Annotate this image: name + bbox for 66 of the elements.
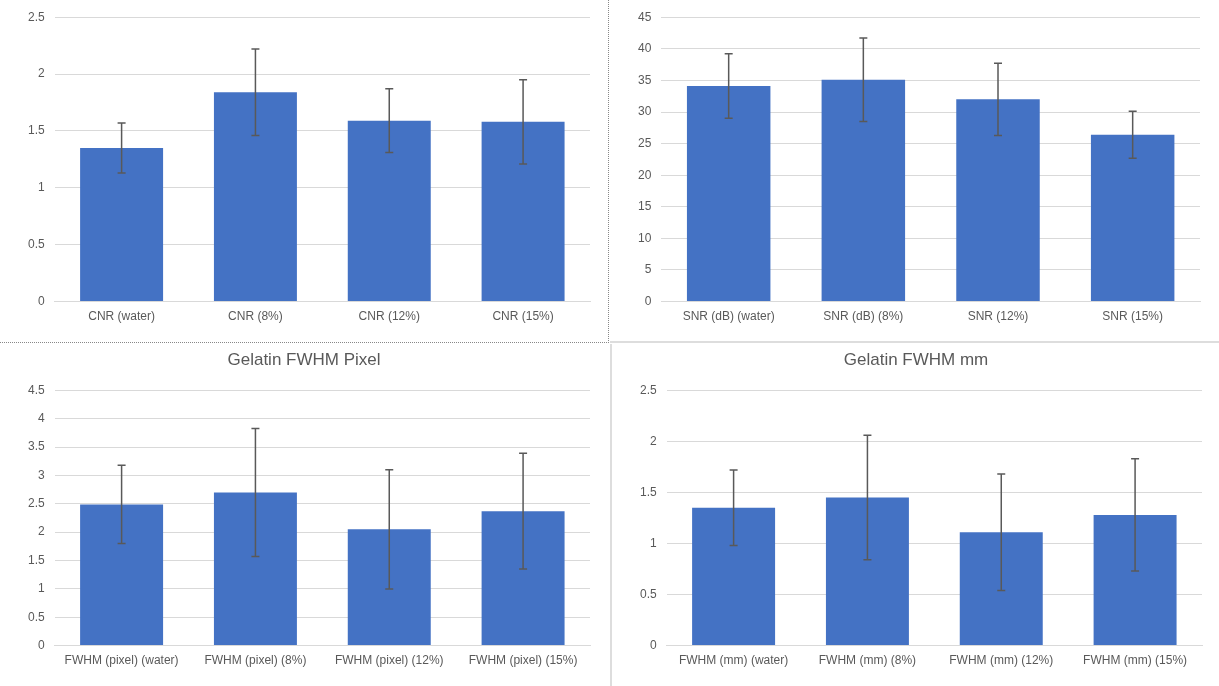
- x-tick-label: SNR (12%): [967, 309, 1029, 324]
- y-tick-label: 1: [649, 535, 657, 550]
- y-tick-label: 1.5: [27, 123, 45, 138]
- x-tick-label: CNR (water): [88, 309, 155, 324]
- bar: [692, 507, 776, 646]
- bar: [80, 148, 164, 302]
- x-tick-label: CNR (8%): [228, 309, 283, 324]
- bar: [825, 497, 909, 646]
- y-tick-label: 2: [649, 433, 657, 448]
- y-tick-label: 0: [649, 637, 657, 652]
- x-tick-label: FWHM (pixel) (8%): [204, 653, 307, 668]
- y-tick-label: 20: [637, 167, 652, 182]
- y-tick-label: 35: [637, 72, 652, 87]
- y-tick-label: 3.5: [27, 439, 45, 454]
- chart-title: Gelatin FWHM mm: [843, 349, 989, 369]
- x-tick-label: SNR (15%): [1102, 309, 1164, 324]
- y-tick-label: 3: [37, 467, 45, 482]
- y-tick-label: 5: [644, 262, 652, 277]
- x-tick-label: FWHM (mm) (water): [678, 653, 789, 668]
- y-tick-label: 1.5: [27, 552, 45, 567]
- y-tick-label: 1: [37, 180, 45, 195]
- bar: [1093, 514, 1177, 646]
- bar: [481, 511, 565, 646]
- x-tick-label: CNR (12%): [358, 309, 420, 324]
- y-tick-label: 0.5: [27, 237, 45, 252]
- y-tick-label: 0: [644, 293, 652, 308]
- bar: [213, 492, 297, 646]
- bar: [347, 529, 431, 646]
- bar: [959, 532, 1043, 646]
- x-tick-label: SNR (dB) (8%): [823, 309, 904, 324]
- y-tick-label: 2.5: [27, 9, 45, 24]
- y-tick-label: 2: [37, 66, 45, 81]
- bar: [347, 120, 431, 302]
- bar: [213, 92, 297, 302]
- y-tick-label: 0: [37, 637, 45, 652]
- bar: [821, 79, 906, 302]
- y-tick-label: 30: [637, 104, 652, 119]
- y-tick-label: 25: [637, 135, 652, 150]
- y-tick-label: 45: [637, 9, 652, 24]
- x-tick-label: FWHM (pixel) (15%): [468, 653, 578, 668]
- y-tick-label: 0.5: [639, 586, 657, 601]
- y-tick-label: 1: [37, 581, 45, 596]
- bar: [686, 86, 771, 302]
- x-tick-label: FWHM (pixel) (12%): [334, 653, 444, 668]
- bar: [1090, 134, 1175, 302]
- bar: [481, 121, 565, 302]
- x-tick-label: CNR (15%): [492, 309, 554, 324]
- x-tick-label: FWHM (mm) (8%): [818, 653, 917, 668]
- y-tick-label: 0.5: [27, 609, 45, 624]
- y-tick-label: 0: [37, 293, 45, 308]
- y-tick-label: 4.5: [27, 382, 45, 397]
- y-tick-label: 10: [637, 230, 652, 245]
- x-tick-label: FWHM (mm) (12%): [949, 653, 1054, 668]
- y-tick-label: 15: [637, 199, 652, 214]
- x-tick-label: FWHM (mm) (15%): [1083, 653, 1188, 668]
- chart-title: Gelatin FWHM Pixel: [227, 349, 381, 369]
- y-tick-label: 4: [37, 411, 45, 426]
- y-tick-label: 2.5: [27, 496, 45, 511]
- y-tick-label: 2: [37, 524, 45, 539]
- bar: [956, 99, 1040, 302]
- y-tick-label: 2.5: [639, 382, 657, 397]
- x-tick-label: FWHM (pixel) (water): [64, 653, 179, 668]
- x-tick-label: SNR (dB) (water): [682, 309, 775, 324]
- bar: [80, 504, 164, 646]
- y-tick-label: 40: [637, 41, 652, 56]
- y-tick-label: 1.5: [639, 484, 657, 499]
